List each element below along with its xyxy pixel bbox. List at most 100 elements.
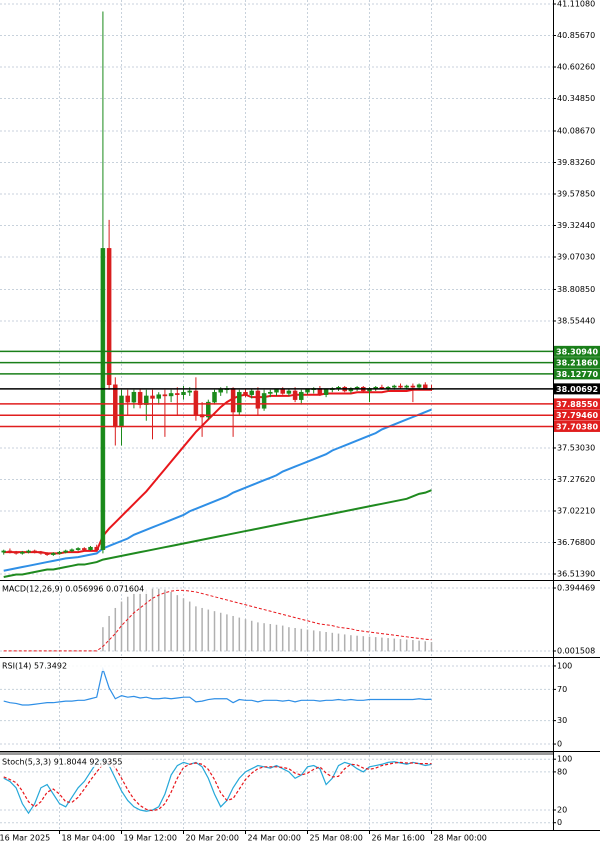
- candle-body: [63, 550, 68, 553]
- candle-body: [392, 385, 397, 388]
- candle-body: [137, 391, 143, 405]
- level-label-box: [554, 398, 600, 410]
- candle-body: [44, 553, 50, 555]
- candle-body: [100, 248, 106, 550]
- level-label-box: [554, 420, 600, 432]
- candle-body: [193, 390, 199, 415]
- y-tick-label: 20: [557, 805, 567, 814]
- candle-body: [162, 394, 168, 397]
- y-tick-label: 37.53030: [557, 443, 595, 452]
- candle-body: [255, 390, 261, 409]
- level-label: 37.70380: [556, 422, 598, 431]
- panel-title-bg: [0, 756, 150, 767]
- candle-body: [416, 384, 422, 388]
- y-tick-label: 36.76800: [557, 538, 595, 547]
- y-tick-label: 38.55440: [557, 316, 595, 325]
- candle-body: [206, 401, 211, 418]
- x-tick-label: 28 Mar 00:00: [433, 834, 486, 843]
- candle-body: [423, 384, 428, 389]
- panel-title: Stoch(5,3,3) 91.8044 92.9355: [2, 758, 122, 767]
- candle-body: [1, 550, 6, 553]
- candle-body: [187, 390, 192, 393]
- x-tick-label: 26 Mar 16:00: [371, 834, 424, 843]
- candle-body: [305, 389, 310, 393]
- y-tick-label: 0.394469: [557, 584, 595, 593]
- candle-body: [274, 389, 279, 393]
- candle-body: [150, 395, 155, 399]
- y-tick-label: 30: [557, 716, 567, 725]
- panel-title: MACD(12,26,9) 0.056996 0.071604: [2, 585, 144, 594]
- indicator-line: [3, 761, 432, 812]
- y-tick-label: 100: [557, 755, 572, 764]
- candle-body: [69, 549, 75, 552]
- candle-body: [175, 393, 180, 395]
- y-tick-label: 40.60260: [557, 63, 595, 72]
- y-tick-label: 100: [557, 661, 572, 670]
- candle-body: [7, 550, 13, 553]
- level-label-box: [554, 383, 600, 395]
- level-label: 38.12770: [556, 370, 598, 379]
- candle-body: [13, 551, 19, 554]
- y-tick-label: 80: [557, 767, 567, 776]
- level-label-box: [554, 345, 600, 357]
- candle-body: [268, 391, 273, 394]
- candle-body: [106, 248, 112, 386]
- y-tick-label: 37.02210: [557, 506, 595, 515]
- y-tick-label: 0: [557, 740, 562, 749]
- y-tick-label: 40.08670: [557, 126, 595, 135]
- candle-body: [292, 390, 298, 400]
- y-tick-label: 36.51390: [557, 569, 595, 578]
- candle-body: [113, 384, 118, 428]
- candle-body: [410, 385, 416, 388]
- candle-body: [156, 394, 161, 399]
- candle-body: [94, 546, 99, 550]
- y-tick-label: 39.83260: [557, 158, 595, 167]
- candle-body: [237, 391, 242, 413]
- candle-body: [38, 551, 44, 554]
- y-tick-label: 39.32440: [557, 221, 595, 230]
- x-tick-label: 24 Mar 00:00: [248, 834, 301, 843]
- candle-body: [131, 391, 137, 403]
- y-tick-label: 40.34850: [557, 94, 595, 103]
- candle-body: [168, 393, 174, 397]
- panel-title-bg: [0, 660, 150, 671]
- level-label: 38.21860: [556, 359, 598, 368]
- moving-average: [3, 388, 432, 555]
- candle-body: [218, 389, 223, 393]
- indicator-line: [3, 666, 432, 706]
- y-tick-label: 37.27620: [557, 475, 595, 484]
- y-tick-label: 38.80850: [557, 285, 595, 294]
- level-label-box: [554, 368, 600, 380]
- candle-body: [249, 390, 254, 395]
- candle-body: [32, 550, 37, 553]
- level-label: 37.79460: [556, 411, 598, 420]
- panel-title: RSI(14) 57.3492: [2, 662, 67, 671]
- candle-body: [280, 389, 285, 394]
- y-tick-label: 0: [557, 818, 562, 827]
- candle-body: [26, 550, 31, 553]
- candle-body: [88, 546, 93, 550]
- candle-body: [51, 553, 56, 555]
- x-tick-label: 16 Mar 2025: [0, 834, 50, 843]
- x-tick-label: 20 Mar 20:00: [186, 834, 239, 843]
- level-label: 38.00692: [556, 385, 598, 394]
- panel-title-bg: [0, 583, 150, 594]
- y-tick-label: 0.001508: [557, 646, 595, 655]
- x-tick-label: 25 Mar 08:00: [309, 834, 362, 843]
- moving-average: [3, 408, 432, 572]
- candle-body: [323, 389, 329, 395]
- candle-body: [261, 393, 267, 409]
- candle-body: [125, 395, 130, 403]
- candle-body: [57, 551, 62, 554]
- candle-body: [286, 390, 292, 394]
- x-tick-label: 18 Mar 04:00: [62, 834, 115, 843]
- candle-body: [243, 391, 248, 395]
- candle-body: [230, 388, 236, 413]
- candle-body: [75, 548, 81, 550]
- y-tick-label: 70: [557, 685, 567, 694]
- candle-body: [119, 395, 124, 428]
- y-tick-label: 39.07030: [557, 253, 595, 262]
- candle-body: [299, 391, 304, 400]
